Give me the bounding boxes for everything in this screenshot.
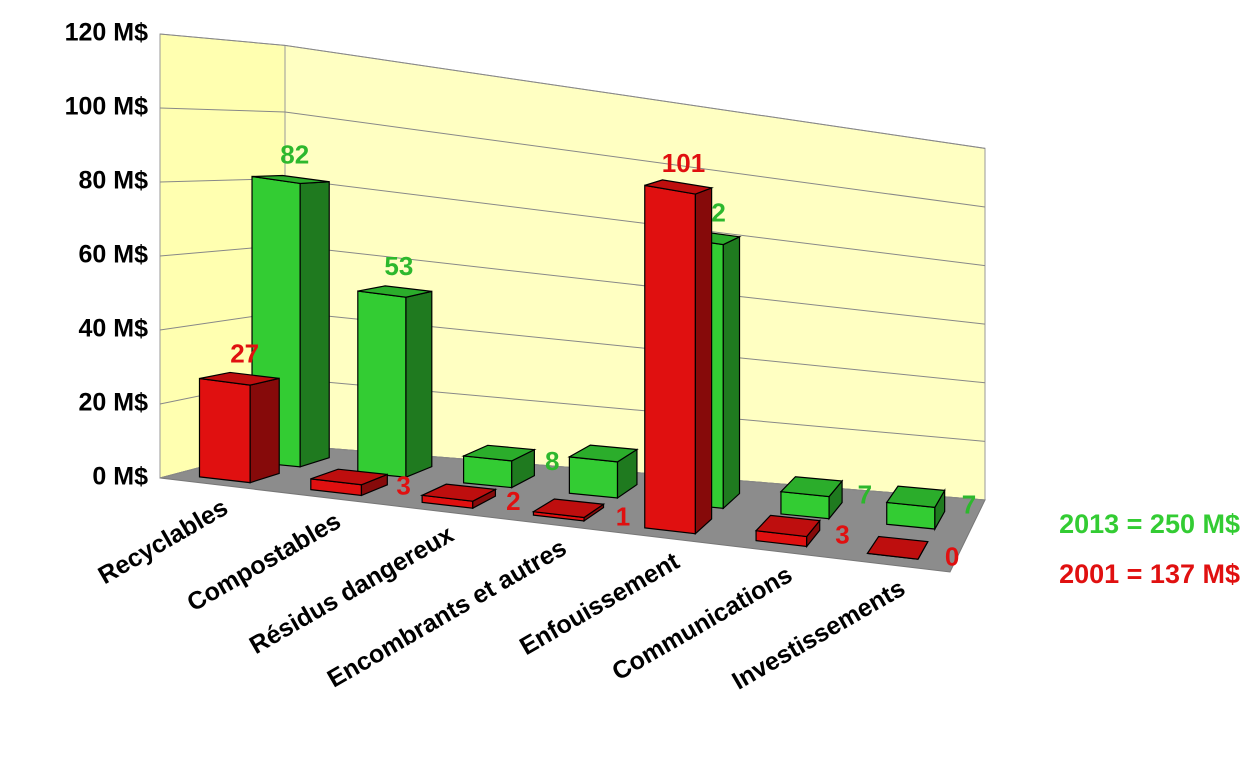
bar-side [405,290,433,479]
bar-front [357,290,407,478]
grid-line [159,107,986,208]
value-label: 101 [662,148,705,178]
bar-front [568,456,619,499]
value-label: 8 [545,446,559,476]
bar [885,485,946,532]
bar-top [866,535,929,560]
value-label: 0 [945,541,959,571]
bar-top [199,371,280,386]
bar [866,535,929,560]
bar [531,498,606,523]
legend-entry: 2013 = 250 M$ [1059,509,1240,539]
bar-top [885,485,946,508]
bar [779,476,844,521]
y-tick-label: 100 M$ [65,93,148,121]
value-label: 53 [384,251,413,281]
y-tick-label: 20 M$ [79,389,149,417]
value-label: 27 [230,339,259,369]
bar-top [644,179,714,195]
value-label: 7 [858,480,872,510]
x-tick-label: Encombrants et autres [323,534,572,694]
bar [419,483,498,510]
bar-top [310,468,388,486]
bar [461,444,537,489]
bar-side [722,235,741,510]
bar [567,444,639,500]
bar [198,371,280,484]
bar-side [694,187,713,536]
bar-top [357,285,432,298]
y-tick-label: 0 M$ [92,463,148,491]
y-tick-label: 40 M$ [79,315,149,343]
bar-front [644,184,696,535]
bar-side [299,181,330,468]
y-tick-label: 120 M$ [65,19,148,47]
grid-line [159,33,986,149]
bar-top [531,498,606,519]
value-label: 7 [962,490,976,520]
bar-top [251,174,330,185]
bar-top [779,476,844,498]
value-label: 3 [396,470,410,500]
legend-entry: 2001 = 137 M$ [1059,559,1240,589]
bar-top [754,514,821,538]
bar-top [461,444,537,462]
value-label: 82 [280,139,309,169]
bar-front [198,377,251,484]
y-tick-label: 60 M$ [79,241,149,269]
bar [644,179,714,536]
bar-top [419,483,498,502]
bar [754,514,821,549]
bar [357,285,433,479]
bar [310,468,388,497]
bar-top [567,444,639,463]
value-label: 1 [616,502,630,532]
value-label: 2 [506,486,520,516]
value-label: 3 [835,519,849,549]
bar-side [249,377,280,484]
y-tick-label: 80 M$ [79,167,149,195]
